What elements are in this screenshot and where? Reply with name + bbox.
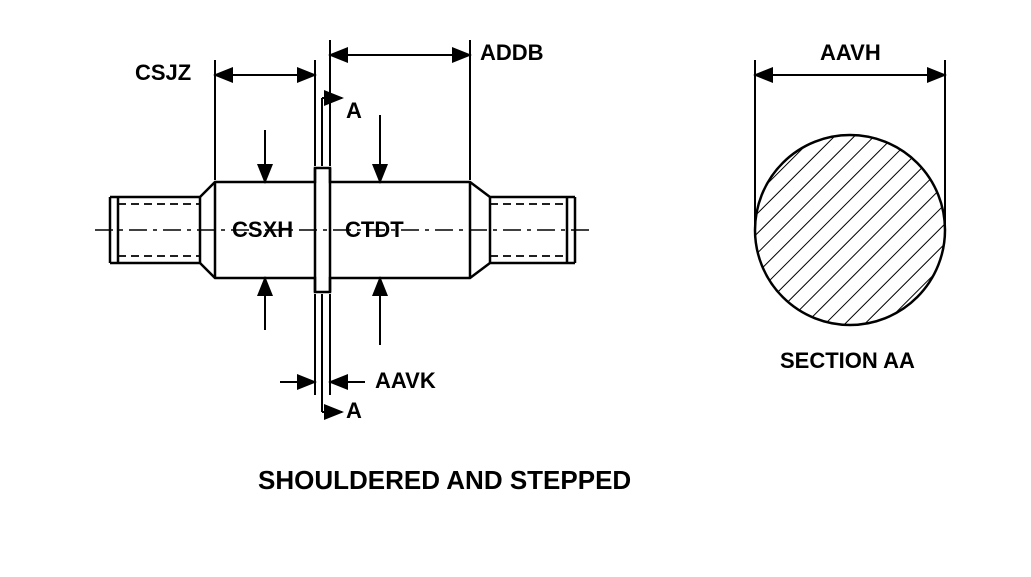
label-addb: ADDB: [480, 40, 544, 66]
section-aa: [755, 135, 945, 325]
diagram-container: CSJZ ADDB AAVH CSXH CTDT AAVK A A SECTIO…: [0, 0, 1031, 577]
label-aavk: AAVK: [375, 368, 436, 394]
label-a-top: A: [346, 98, 362, 124]
label-ctdt: CTDT: [345, 217, 404, 243]
title: SHOULDERED AND STEPPED: [258, 465, 631, 496]
label-csjz: CSJZ: [135, 60, 191, 86]
section-cut-line: [322, 98, 342, 412]
label-csxh: CSXH: [232, 217, 293, 243]
label-a-bottom: A: [346, 398, 362, 424]
label-aavh: AAVH: [820, 40, 881, 66]
label-section-aa: SECTION AA: [780, 348, 915, 374]
